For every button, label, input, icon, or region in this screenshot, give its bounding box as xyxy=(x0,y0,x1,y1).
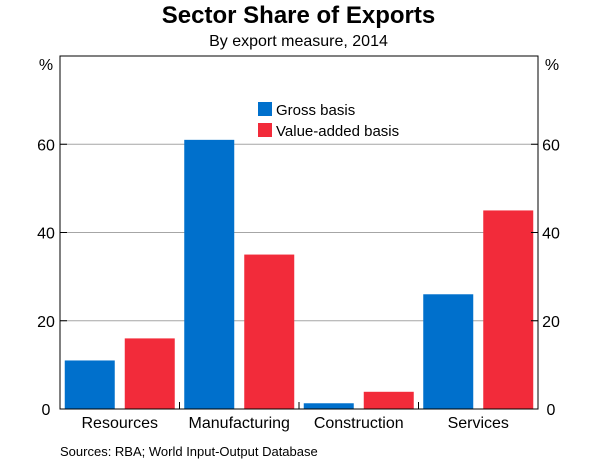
bar-value-added-basis-services xyxy=(483,210,534,409)
bar-value-added-basis-manufacturing xyxy=(244,254,295,409)
y-tick-label-left: 0 xyxy=(42,402,51,419)
y-tick-label-right: 0 xyxy=(547,402,556,419)
legend-label: Gross basis xyxy=(276,102,355,119)
bar-gross-basis-resources xyxy=(64,360,115,409)
bar-gross-basis-manufacturing xyxy=(184,139,235,409)
category-labels: Resources Manufacturing Construction Servic… xyxy=(82,415,509,432)
bar-gross-basis-construction xyxy=(303,403,354,409)
y-tick-label-right: 40 xyxy=(542,226,560,243)
chart-source: Sources: RBA; World Input-Output Databas… xyxy=(60,444,318,459)
y-tick-label-left: 20 xyxy=(37,314,55,331)
y-tick-label-right: 20 xyxy=(542,314,560,331)
legend-swatch xyxy=(258,102,272,116)
y-tick-label-left: 40 xyxy=(37,226,55,243)
category-label-manufacturing: Manufacturing xyxy=(189,415,290,432)
y-axis-unit-right: % xyxy=(545,57,559,74)
category-label-construction: Construction xyxy=(314,415,404,432)
y-axis-unit-left: % xyxy=(39,57,53,74)
bar-value-added-basis-resources xyxy=(124,338,175,409)
bar-gross-basis-services xyxy=(423,294,474,409)
axis-ticks xyxy=(60,143,538,410)
bar-value-added-basis-construction xyxy=(363,391,414,409)
category-label-resources: Resources xyxy=(82,415,158,432)
bars xyxy=(64,139,534,409)
legend: Gross basis Value-added basis xyxy=(258,102,399,140)
y-tick-label-right: 60 xyxy=(542,137,560,154)
y-tick-label-left: 60 xyxy=(37,137,55,154)
category-label-services: Services xyxy=(448,415,509,432)
legend-label: Value-added basis xyxy=(276,123,399,140)
chart-title: Sector Share of Exports xyxy=(161,2,436,29)
legend-swatch xyxy=(258,123,272,137)
y-tick-labels: 0 0 20 20 40 40 60 60 xyxy=(37,137,560,419)
chart-subtitle: By export measure, 2014 xyxy=(209,33,388,50)
